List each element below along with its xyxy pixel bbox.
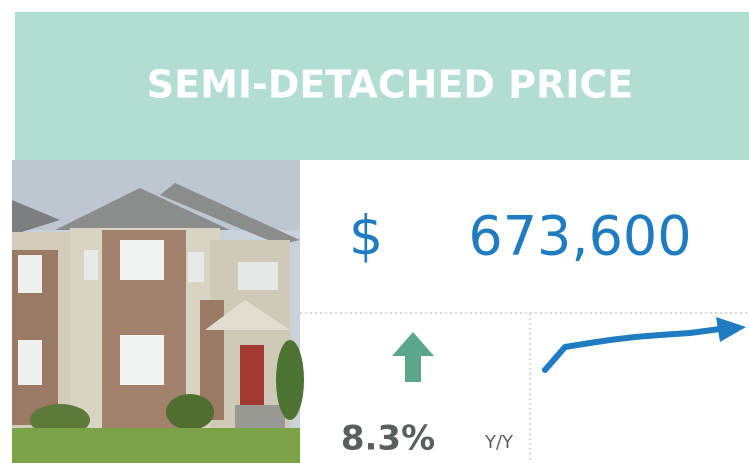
- price-currency: $: [349, 205, 383, 268]
- up-arrow-icon: [392, 332, 434, 382]
- house-photo: [12, 160, 304, 463]
- page: {"header": {"title": "SEMI-DETACHED PRIC…: [0, 0, 749, 463]
- header-title: SEMI-DETACHED PRICE: [147, 63, 633, 107]
- change-period: Y/Y: [484, 432, 514, 453]
- trend-arrow: [545, 317, 746, 370]
- price-amount: 673,600: [468, 205, 691, 268]
- change-value: 8.3%: [341, 419, 435, 459]
- infographic-card: SEMI-DETACHED PRICE $ 673,6: [0, 0, 749, 463]
